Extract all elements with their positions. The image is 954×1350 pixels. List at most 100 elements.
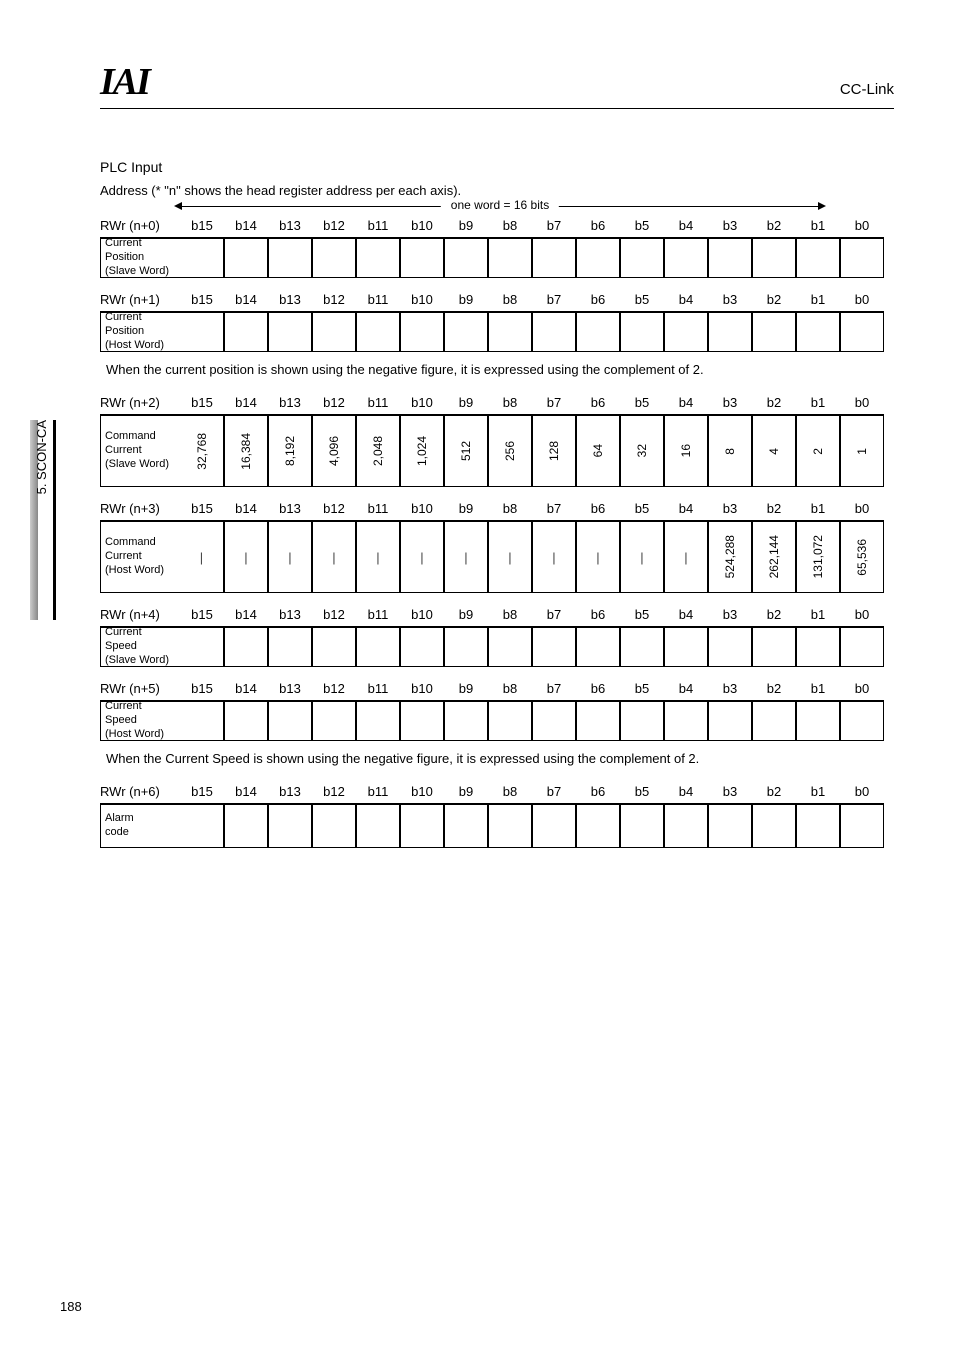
row-label-line: Command (105, 536, 176, 550)
bit-cell-empty (532, 627, 576, 667)
bit-header: b9 (444, 780, 488, 804)
bit-header: b10 (400, 603, 444, 627)
bit-header: b8 (488, 288, 532, 312)
bit-header: b10 (400, 391, 444, 415)
bit-cell-empty (180, 804, 224, 848)
bit-header: b15 (180, 780, 224, 804)
bit-header: b12 (312, 288, 356, 312)
bit-cell: 8 (708, 415, 752, 487)
bit-value: | (684, 550, 687, 565)
bit-header: b12 (312, 214, 356, 238)
bit-cell-empty (224, 312, 268, 352)
note-text: When the current position is shown using… (106, 362, 894, 377)
bit-header: b4 (664, 677, 708, 701)
bit-header-row: RWr (n+3)b15b14b13b12b11b10b9b8b7b6b5b4b… (100, 497, 894, 521)
bit-value: | (596, 550, 599, 565)
bit-cell-empty (620, 701, 664, 741)
bit-cell-empty (400, 627, 444, 667)
bit-header: b8 (488, 391, 532, 415)
bit-header: b12 (312, 497, 356, 521)
bit-cell-empty (312, 312, 356, 352)
bit-header: b13 (268, 391, 312, 415)
row-label-line: Current Speed (105, 700, 176, 728)
bit-header: b5 (620, 780, 664, 804)
bit-header: b0 (840, 677, 884, 701)
register-name: RWr (n+1) (100, 288, 180, 312)
bit-header: b5 (620, 288, 664, 312)
bit-header: b2 (752, 391, 796, 415)
bit-cell-empty (840, 627, 884, 667)
bit-value: | (464, 550, 467, 565)
bit-cell-empty (444, 701, 488, 741)
bit-cell: | (180, 521, 224, 593)
bit-header: b11 (356, 603, 400, 627)
bit-header: b0 (840, 780, 884, 804)
table-row: Current Position(Host Word) (100, 312, 894, 352)
bit-value: | (288, 550, 291, 565)
bit-header: b10 (400, 214, 444, 238)
bit-cell-empty (356, 627, 400, 667)
bit-header: b7 (532, 497, 576, 521)
bit-value: 512 (459, 441, 473, 461)
bit-header: b14 (224, 214, 268, 238)
bit-header: b12 (312, 391, 356, 415)
bit-header: b4 (664, 497, 708, 521)
note-text: When the Current Speed is shown using th… (106, 751, 894, 766)
row-label-line: Current Position (105, 237, 176, 265)
bit-cell-empty (400, 701, 444, 741)
bit-header: b7 (532, 214, 576, 238)
bit-header: b11 (356, 391, 400, 415)
row-label: Current Speed(Slave Word) (100, 627, 180, 667)
row-label: CommandCurrent(Host Word) (100, 521, 180, 593)
row-label: Current Position(Slave Word) (100, 238, 180, 278)
bit-cell-empty (620, 627, 664, 667)
bit-value: 262,144 (767, 535, 781, 578)
bit-value: 1,024 (415, 436, 429, 466)
bit-header: b1 (796, 780, 840, 804)
page-number: 188 (60, 1299, 82, 1314)
table-n2: RWr (n+2)b15b14b13b12b11b10b9b8b7b6b5b4b… (100, 391, 894, 487)
bit-cell-empty (312, 804, 356, 848)
bit-header: b2 (752, 603, 796, 627)
bit-header: b3 (708, 780, 752, 804)
side-tab: 5. SCON-CA (30, 420, 56, 620)
bit-header: b9 (444, 288, 488, 312)
bit-cell: | (620, 521, 664, 593)
bit-cell-empty (312, 627, 356, 667)
row-label-line: Current (105, 444, 176, 458)
bit-value: 2,048 (371, 436, 385, 466)
bit-header: b14 (224, 391, 268, 415)
bit-cell-empty (488, 804, 532, 848)
bit-header: b0 (840, 603, 884, 627)
bit-cell-empty (400, 312, 444, 352)
bit-cell-empty (268, 804, 312, 848)
bit-cell-empty (224, 701, 268, 741)
bit-cell-empty (796, 238, 840, 278)
bit-cell: 32 (620, 415, 664, 487)
bit-cell: 2 (796, 415, 840, 487)
bit-header: b1 (796, 214, 840, 238)
bit-header: b7 (532, 288, 576, 312)
bit-header: b1 (796, 391, 840, 415)
bit-cell: 4 (752, 415, 796, 487)
row-label: Current Speed(Host Word) (100, 701, 180, 741)
table-row: Current Speed(Host Word) (100, 701, 894, 741)
bit-cell: | (576, 521, 620, 593)
bit-cell-empty (840, 312, 884, 352)
bit-cell-empty (752, 804, 796, 848)
bit-cell-empty (796, 312, 840, 352)
table-n3: RWr (n+3)b15b14b13b12b11b10b9b8b7b6b5b4b… (100, 497, 894, 593)
bit-cell: 4,096 (312, 415, 356, 487)
bit-cell-empty (488, 238, 532, 278)
bit-header: b3 (708, 677, 752, 701)
bit-cell-empty (444, 804, 488, 848)
section-title: PLC Input (100, 159, 894, 175)
bit-cell-empty (796, 627, 840, 667)
bit-cell-empty (752, 238, 796, 278)
bit-header: b9 (444, 677, 488, 701)
bit-value: | (200, 550, 203, 565)
tables-container: RWr (n+0)b15b14b13b12b11b10b9b8b7b6b5b4b… (100, 214, 894, 848)
bit-header-row: RWr (n+4)b15b14b13b12b11b10b9b8b7b6b5b4b… (100, 603, 894, 627)
intro-text: Address (* "n" shows the head register a… (100, 183, 894, 198)
bit-cell-empty (356, 312, 400, 352)
